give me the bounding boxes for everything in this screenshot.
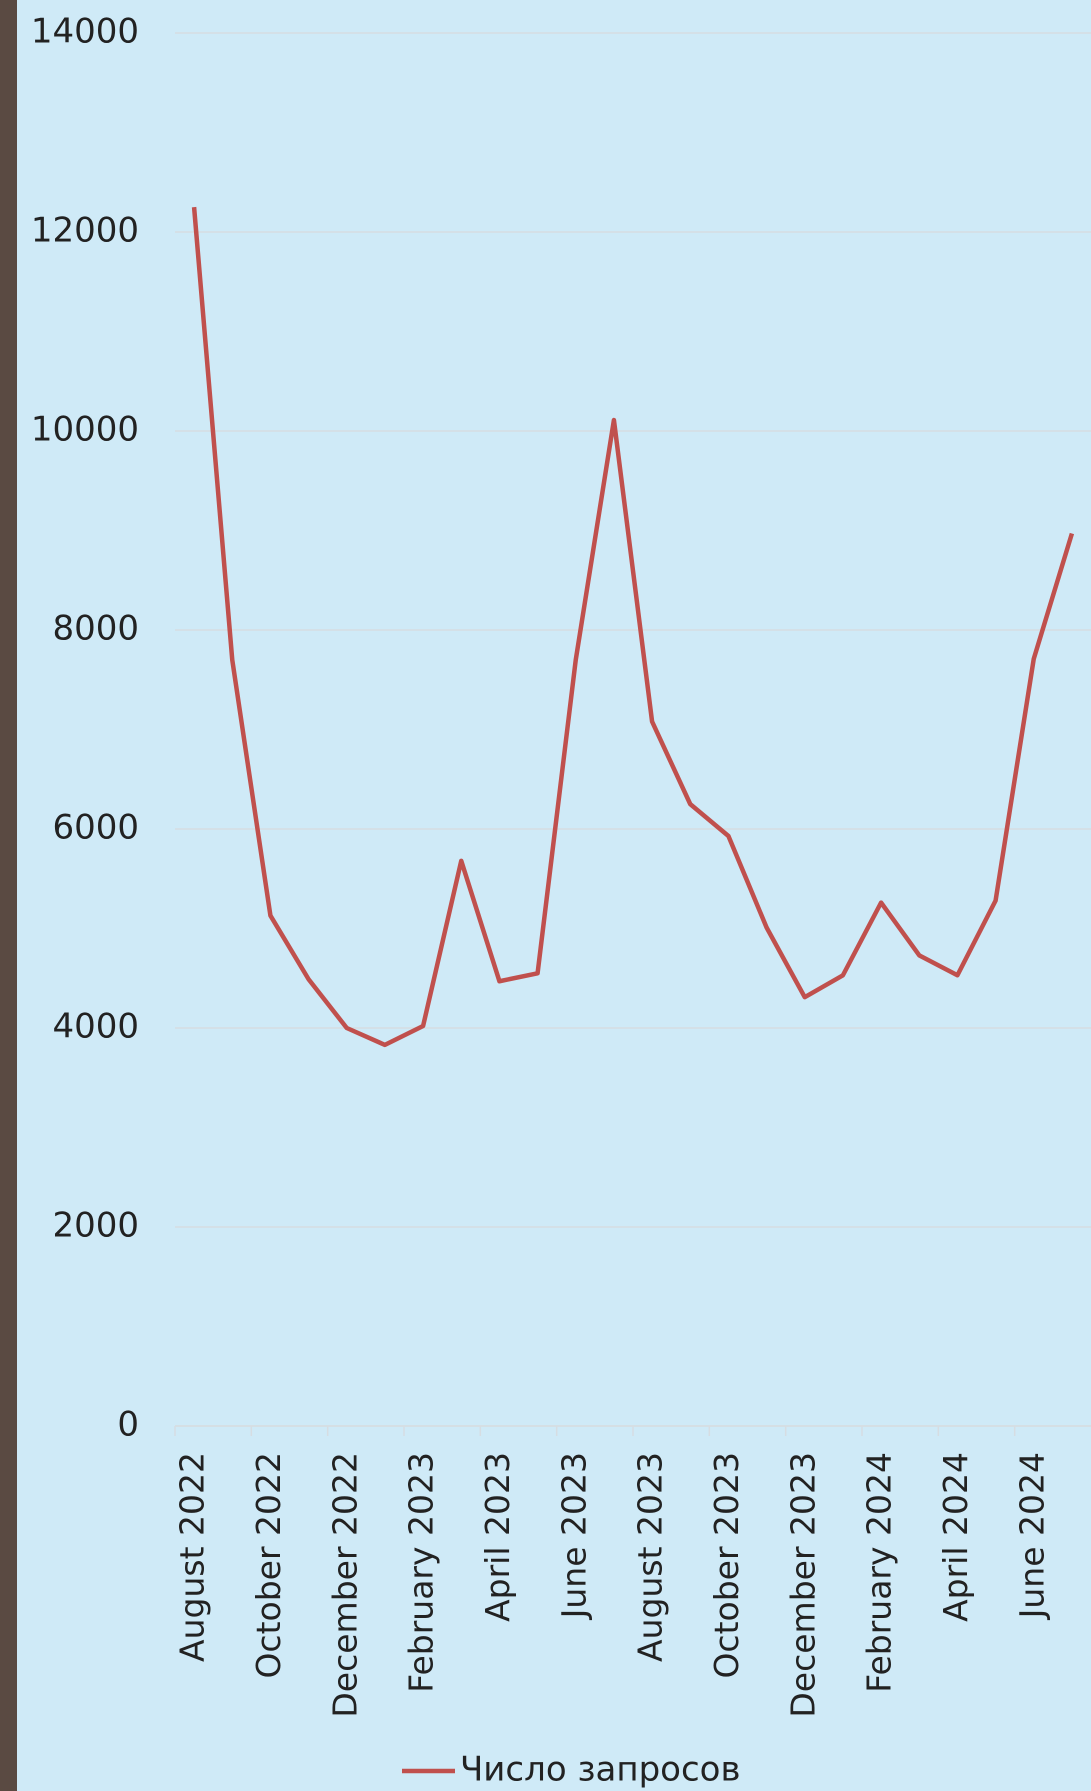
photo-strip (0, 0, 17, 1791)
legend-label: Число запросов (460, 1750, 741, 1790)
chart: 0 2000 4000 6000 8000 10000 12000 14000 August 2… (0, 0, 1091, 1791)
x-tick-label: April 2023 (478, 1452, 517, 1622)
y-tick-label: 2000 (52, 1206, 139, 1246)
y-tick-label: 12000 (31, 211, 139, 251)
y-tick-label: 6000 (52, 808, 139, 848)
y-tick-label: 4000 (52, 1007, 139, 1047)
x-tick-label: December 2022 (325, 1452, 364, 1718)
x-tick-label: October 2022 (249, 1452, 288, 1679)
page: 0 2000 4000 6000 8000 10000 12000 14000 August 2… (0, 0, 1091, 1791)
x-tick-label: June 2023 (554, 1452, 593, 1620)
y-tick-label: 14000 (31, 12, 139, 52)
y-tick-label: 10000 (31, 410, 139, 450)
x-tick-label: April 2024 (936, 1452, 975, 1622)
y-tick-label: 0 (117, 1405, 139, 1445)
x-tick-label: February 2024 (860, 1452, 899, 1693)
y-tick-label: 8000 (52, 609, 139, 649)
x-tick-label: October 2023 (707, 1452, 746, 1679)
x-tick-label: December 2023 (783, 1452, 822, 1718)
x-tick-label: February 2023 (402, 1452, 441, 1693)
x-tick-label: June 2024 (1012, 1452, 1051, 1620)
x-tick-label: August 2023 (631, 1452, 670, 1662)
x-tick-label: August 2022 (173, 1452, 212, 1662)
